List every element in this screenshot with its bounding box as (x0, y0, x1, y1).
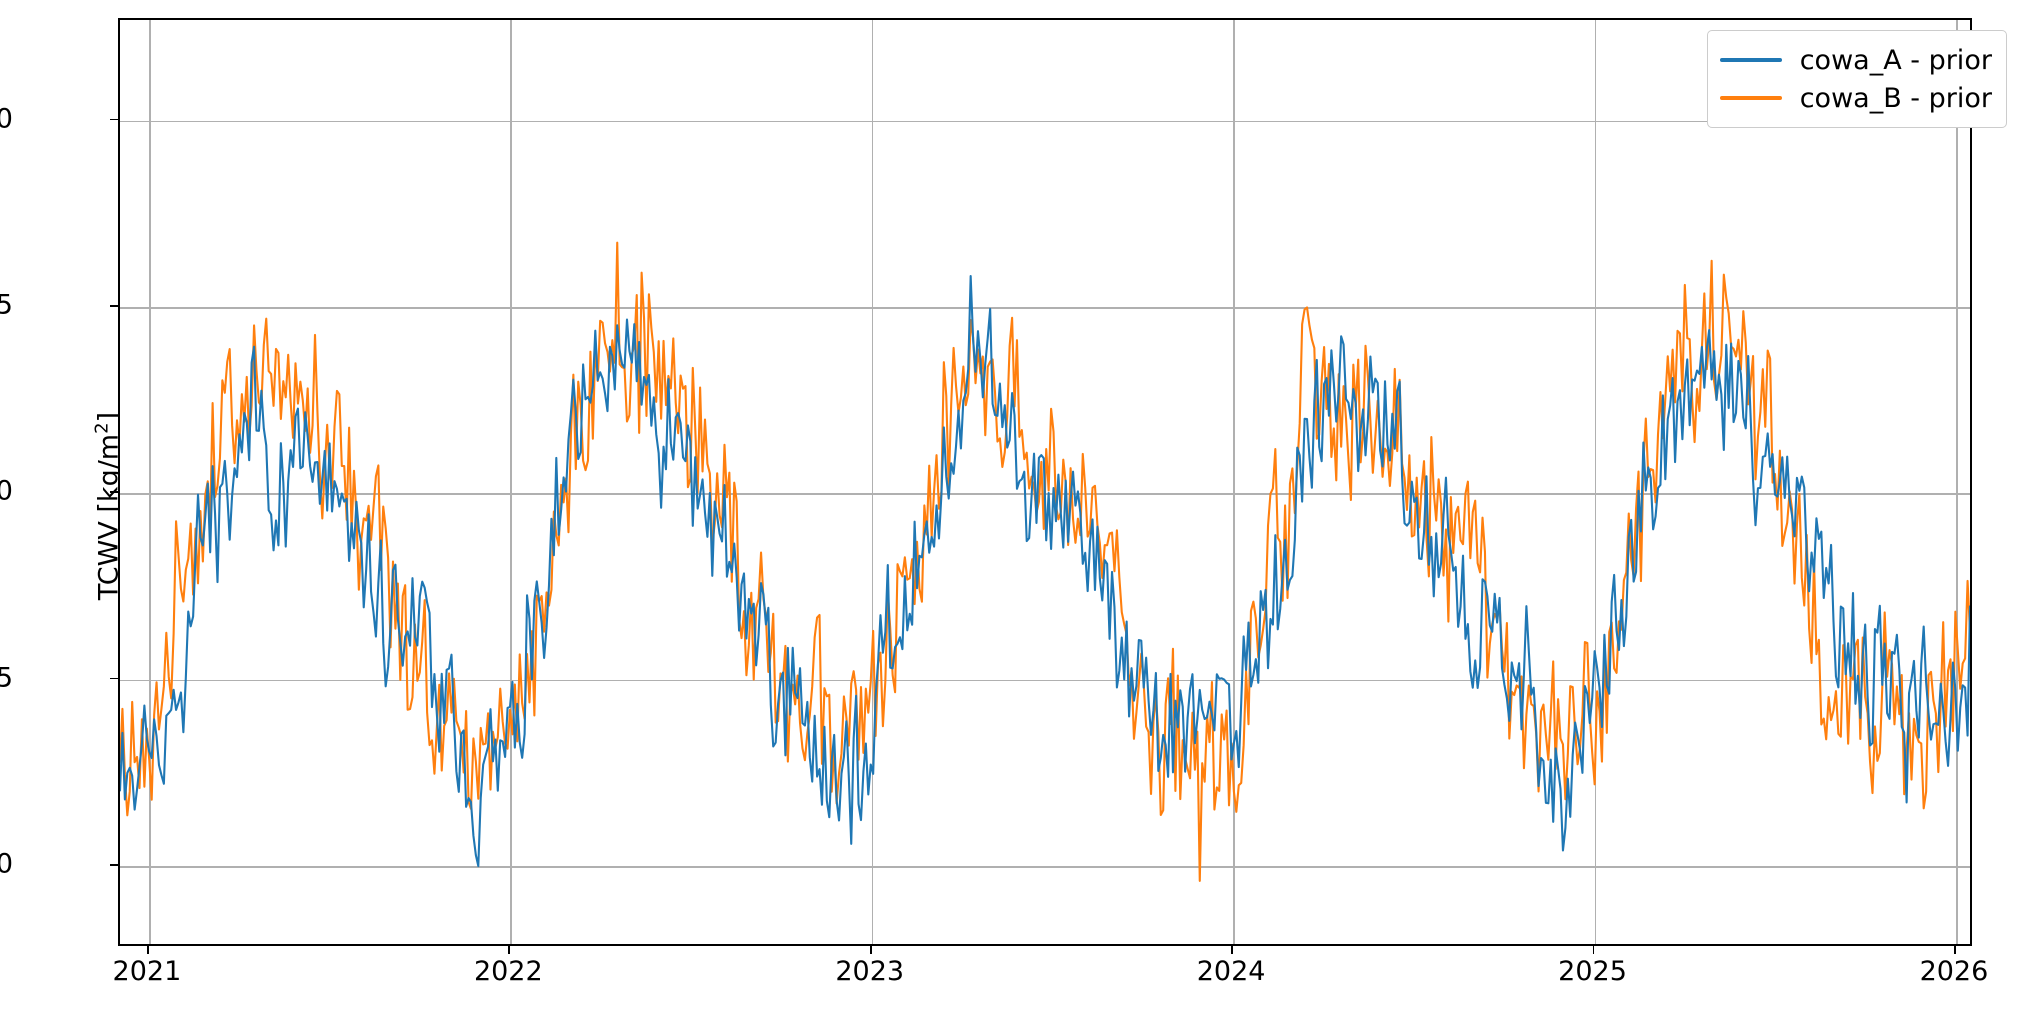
y-tick-label: −0.5 (0, 662, 13, 694)
x-tick-mark (146, 946, 149, 954)
y-tick-label: 0.5 (0, 289, 13, 321)
x-gridline (1233, 20, 1235, 944)
y-tick-mark (110, 677, 118, 680)
x-tick-mark (1953, 946, 1956, 954)
y-gridline (120, 866, 1970, 868)
series-line-cowa-a (120, 275, 1970, 868)
chart-legend[interactable]: cowa_A - prior cowa_B - prior (1706, 30, 2007, 128)
y-tick-mark (110, 864, 118, 866)
x-gridline (1955, 20, 1958, 944)
legend-entry-cowa-b[interactable]: cowa_B - prior (1719, 79, 1992, 117)
series-layer (120, 241, 1970, 882)
x-gridline (510, 20, 512, 944)
legend-swatch-cowa-a (1719, 58, 1782, 62)
legend-label-cowa-b: cowa_B - prior (1799, 82, 1992, 114)
y-gridline (120, 679, 1970, 682)
x-gridline (148, 20, 151, 944)
legend-entry-cowa-a[interactable]: cowa_A - prior (1719, 41, 1992, 79)
x-tick-mark (508, 946, 511, 954)
x-gridline (871, 20, 874, 944)
legend-label-cowa-a: cowa_A - prior (1799, 44, 1992, 76)
x-gridline (1594, 20, 1597, 944)
x-tick-label: 2024 (1196, 956, 1266, 987)
x-tick-mark (869, 946, 872, 954)
y-tick-mark (110, 304, 118, 307)
legend-swatch-cowa-b (1719, 96, 1782, 100)
plot-area (118, 18, 1972, 946)
y-tick-mark (110, 491, 118, 494)
x-tick-label: 2025 (1558, 956, 1627, 987)
y-tick-label: −1.0 (0, 848, 13, 880)
x-tick-label: 2021 (112, 956, 182, 987)
x-tick-mark (1231, 946, 1233, 954)
y-tick-mark (110, 118, 118, 121)
y-axis-title-exponent: 2 (91, 421, 113, 434)
y-gridline (120, 306, 1970, 309)
series-line-cowa-b (120, 241, 1970, 882)
y-gridline (120, 120, 1970, 123)
y-tick-label: 1.0 (0, 103, 13, 135)
x-tick-label: 2023 (835, 956, 905, 987)
x-tick-mark (1592, 946, 1595, 954)
x-tick-label: 2022 (473, 956, 543, 987)
y-tick-label: 0.0 (0, 475, 13, 507)
x-tick-label: 2026 (1919, 956, 1989, 987)
